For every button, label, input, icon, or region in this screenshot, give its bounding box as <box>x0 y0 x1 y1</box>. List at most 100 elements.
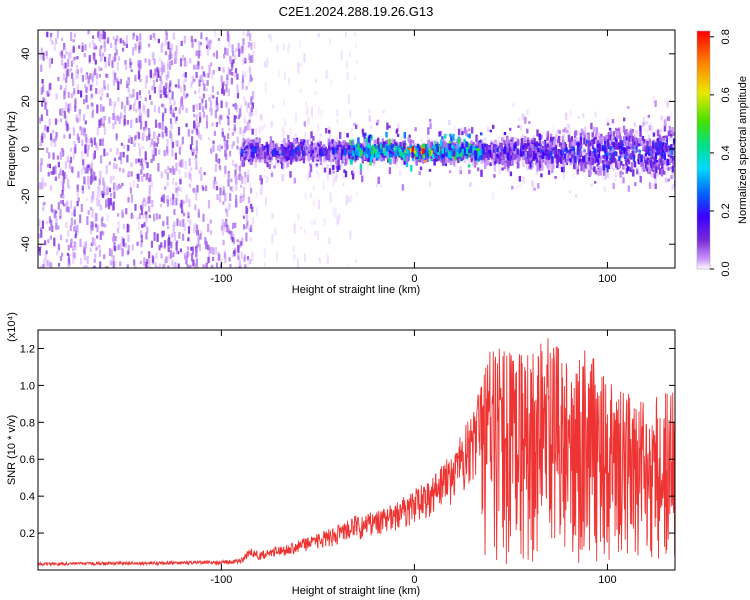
spectrogram-signal-mark <box>346 133 349 138</box>
spectrogram-noise-mark <box>99 138 102 146</box>
spectrogram-signal-mark <box>651 141 655 148</box>
spectrogram-noise-mark <box>239 199 242 203</box>
spectrogram-noise-mark <box>172 198 175 206</box>
spectrogram-signal-mark <box>258 137 261 144</box>
spectrogram-signal-mark <box>351 140 354 146</box>
spectrogram-signal-mark <box>263 156 267 164</box>
spectrogram-signal-mark <box>338 147 342 155</box>
spectrogram-signal-mark <box>392 156 395 164</box>
spectrogram-signal-mark <box>561 135 564 140</box>
spectrogram-signal-mark <box>377 146 380 152</box>
spectrogram-noise-mark <box>151 85 154 91</box>
spectrogram-noise-mark <box>167 246 170 253</box>
spectrogram-signal-mark <box>614 175 617 182</box>
spectrogram-noise-mark <box>136 92 139 101</box>
spectrogram-noise-mark <box>168 237 171 247</box>
spectrogram-noise-mark <box>102 30 105 40</box>
spectrogram-noise-mark <box>60 180 63 186</box>
spectrogram-signal-mark <box>361 156 364 164</box>
spectrogram-noise-mark <box>96 194 99 200</box>
spectrogram-signal-mark <box>409 148 412 153</box>
spectrogram-noise-mark <box>156 233 159 242</box>
spectrogram-noise-mark <box>91 208 94 218</box>
spectrogram-signal-mark <box>662 160 665 165</box>
spectrogram-signal-mark <box>626 158 629 163</box>
spectrogram-faint-mark <box>353 165 356 171</box>
spectrogram-signal-mark <box>445 146 448 153</box>
spectrogram-noise-mark <box>102 52 105 57</box>
spectrogram-noise-mark <box>53 237 56 247</box>
spectrogram-noise-mark <box>135 35 138 41</box>
spectrogram-noise-mark <box>67 244 70 251</box>
spectrogram-noise-mark <box>133 98 137 106</box>
spectrogram-noise-mark <box>180 96 183 105</box>
spectrogram-signal-mark <box>585 155 588 162</box>
spectrogram-noise-mark <box>134 43 137 49</box>
spectrogram-noise-mark <box>175 162 178 172</box>
spectrogram-faint-mark <box>342 182 345 187</box>
spectrogram-signal-mark <box>485 155 488 162</box>
spectrogram-signal-mark <box>243 152 246 158</box>
colorbar-tick-label: 0.2 <box>720 203 732 218</box>
spectrogram-noise-mark <box>171 141 175 148</box>
spectrogram-signal-mark <box>510 141 513 147</box>
spectrogram-noise-mark <box>197 41 201 47</box>
spectrogram-noise-mark <box>235 266 238 268</box>
spectrogram-noise-mark <box>195 50 198 57</box>
spectrogram-signal-mark <box>623 136 626 144</box>
spectrogram-signal-mark <box>518 117 521 121</box>
spectrogram-signal-mark <box>254 142 258 150</box>
spectrogram-noise-mark <box>153 108 156 113</box>
spectrogram-noise-mark <box>171 112 174 117</box>
spectrogram-signal-mark <box>336 138 339 144</box>
spectrogram-signal-mark <box>287 155 291 161</box>
spectrogram-signal-mark <box>549 136 553 143</box>
spectrogram-signal-mark <box>475 134 478 143</box>
spectrogram-noise-mark <box>198 243 201 251</box>
spectrogram-signal-mark <box>384 141 387 149</box>
spectrogram-signal-mark <box>491 152 494 160</box>
spectrogram-noise-mark <box>116 77 119 83</box>
spectrogram-signal-mark <box>292 158 295 163</box>
spectrogram-signal-mark <box>518 182 522 188</box>
spectrogram-signal-mark <box>463 127 467 134</box>
spectrogram-noise-mark <box>103 40 106 48</box>
spectrogram-noise-mark <box>185 60 188 67</box>
spectrogram-noise-mark <box>188 198 191 208</box>
spectrogram-noise-mark <box>130 212 133 219</box>
spectrogram-noise-mark <box>68 133 71 139</box>
spectrogram-noise-mark <box>232 141 235 146</box>
spectrogram-signal-mark <box>443 140 446 148</box>
spectrogram-signal-mark <box>646 164 649 169</box>
spectrogram-noise-mark <box>141 224 144 228</box>
spectrogram-signal-mark <box>593 153 597 157</box>
spectrogram-noise-mark <box>100 104 103 112</box>
spectrogram-noise-mark <box>197 237 200 247</box>
spectrogram-noise-mark <box>62 73 65 81</box>
spectrogram-signal-mark <box>630 162 634 170</box>
spectrogram-noise-mark <box>172 224 175 234</box>
spectrogram-noise-mark <box>157 38 160 44</box>
spectrogram-noise-mark <box>222 201 225 205</box>
spectrogram-noise-mark <box>54 139 57 147</box>
spectrogram-faint-mark <box>255 107 258 117</box>
spectrogram-faint-mark <box>346 263 349 268</box>
spectrogram-noise-mark <box>202 187 205 191</box>
spectrogram-signal-mark <box>608 155 611 159</box>
spectrogram-noise-mark <box>149 142 152 148</box>
spectrogram-faint-mark <box>326 254 329 264</box>
spectrogram-noise-mark <box>85 197 89 202</box>
spectrogram-noise-mark <box>90 84 93 91</box>
spectrogram-noise-mark <box>113 191 116 199</box>
spectrogram-noise-mark <box>143 197 146 202</box>
spectrogram-signal-mark <box>608 127 612 131</box>
spectrogram-noise-mark <box>167 265 170 268</box>
spectrogram-signal-mark <box>655 166 658 174</box>
spectrogram-faint-mark <box>303 52 306 63</box>
spectrogram-faint-mark <box>263 251 266 259</box>
spectrogram-noise-mark <box>145 135 148 142</box>
spectrogram-noise-mark <box>148 251 151 259</box>
spectrogram-noise-mark <box>145 174 148 181</box>
spectrogram-noise-mark <box>52 130 55 134</box>
spectrogram-signal-mark <box>558 130 561 134</box>
